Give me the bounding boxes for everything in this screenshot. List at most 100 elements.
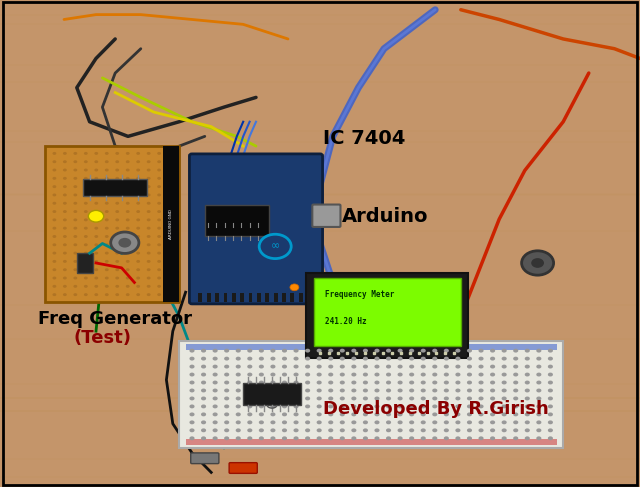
Circle shape — [212, 380, 218, 384]
Circle shape — [444, 365, 449, 369]
Circle shape — [363, 436, 368, 440]
Circle shape — [201, 396, 206, 400]
Circle shape — [386, 380, 391, 384]
Circle shape — [432, 436, 437, 440]
Text: Frequency Meter: Frequency Meter — [325, 290, 395, 299]
Circle shape — [444, 412, 449, 416]
Circle shape — [502, 429, 507, 432]
Circle shape — [63, 260, 67, 263]
Circle shape — [374, 429, 380, 432]
Circle shape — [455, 380, 460, 384]
Circle shape — [147, 160, 150, 163]
Circle shape — [236, 412, 241, 416]
Circle shape — [247, 429, 252, 432]
Circle shape — [63, 152, 67, 155]
Circle shape — [363, 380, 368, 384]
Circle shape — [513, 380, 518, 384]
Circle shape — [52, 235, 56, 238]
Circle shape — [467, 405, 472, 409]
Circle shape — [115, 202, 119, 205]
Circle shape — [317, 436, 322, 440]
Circle shape — [270, 380, 275, 384]
Circle shape — [105, 235, 109, 238]
Circle shape — [136, 293, 140, 296]
Circle shape — [282, 356, 287, 360]
Circle shape — [409, 420, 414, 424]
Circle shape — [63, 252, 67, 255]
Circle shape — [126, 185, 130, 188]
Circle shape — [490, 396, 495, 400]
Circle shape — [74, 227, 77, 230]
Circle shape — [305, 412, 310, 416]
Circle shape — [157, 277, 161, 280]
Circle shape — [115, 152, 119, 155]
Circle shape — [502, 365, 507, 369]
Circle shape — [136, 285, 140, 288]
Bar — [163, 146, 179, 302]
Circle shape — [467, 396, 472, 400]
Circle shape — [305, 349, 310, 353]
Circle shape — [105, 260, 109, 263]
Circle shape — [467, 349, 472, 353]
Circle shape — [374, 412, 380, 416]
Circle shape — [548, 396, 553, 400]
Circle shape — [136, 268, 140, 271]
Circle shape — [74, 260, 77, 263]
Circle shape — [74, 202, 77, 205]
Circle shape — [94, 235, 98, 238]
Circle shape — [467, 373, 472, 376]
Circle shape — [374, 349, 380, 353]
Circle shape — [94, 277, 98, 280]
Circle shape — [74, 285, 77, 288]
Circle shape — [305, 373, 310, 376]
Circle shape — [126, 268, 130, 271]
Circle shape — [536, 420, 541, 424]
Circle shape — [84, 244, 88, 246]
Circle shape — [126, 260, 130, 263]
Bar — [198, 293, 202, 302]
Circle shape — [409, 405, 414, 409]
Text: ∞: ∞ — [271, 242, 280, 251]
Circle shape — [157, 252, 161, 255]
Text: Developed By R.Girish: Developed By R.Girish — [323, 400, 549, 418]
Circle shape — [259, 429, 264, 432]
Circle shape — [74, 169, 77, 171]
Circle shape — [74, 268, 77, 271]
Circle shape — [328, 436, 333, 440]
Circle shape — [74, 218, 77, 221]
Circle shape — [236, 389, 241, 393]
Circle shape — [147, 185, 150, 188]
Circle shape — [294, 380, 299, 384]
Circle shape — [157, 293, 161, 296]
Circle shape — [115, 218, 119, 221]
Circle shape — [386, 412, 391, 416]
Circle shape — [305, 389, 310, 393]
Circle shape — [259, 389, 264, 393]
Circle shape — [52, 268, 56, 271]
Circle shape — [115, 268, 119, 271]
Circle shape — [386, 356, 391, 360]
Circle shape — [224, 396, 229, 400]
Circle shape — [282, 373, 287, 376]
Circle shape — [105, 268, 109, 271]
Circle shape — [305, 365, 310, 369]
Circle shape — [432, 405, 437, 409]
Bar — [248, 293, 252, 302]
Circle shape — [328, 349, 333, 353]
Circle shape — [259, 349, 264, 353]
Circle shape — [548, 405, 553, 409]
Circle shape — [94, 169, 98, 171]
Circle shape — [444, 396, 449, 400]
Circle shape — [63, 218, 67, 221]
Circle shape — [212, 420, 218, 424]
Circle shape — [363, 412, 368, 416]
Circle shape — [136, 227, 140, 230]
Circle shape — [147, 169, 150, 171]
Circle shape — [168, 235, 172, 238]
Circle shape — [136, 218, 140, 221]
Circle shape — [317, 420, 322, 424]
Circle shape — [189, 373, 195, 376]
Circle shape — [94, 252, 98, 255]
Circle shape — [317, 389, 322, 393]
Circle shape — [420, 373, 426, 376]
